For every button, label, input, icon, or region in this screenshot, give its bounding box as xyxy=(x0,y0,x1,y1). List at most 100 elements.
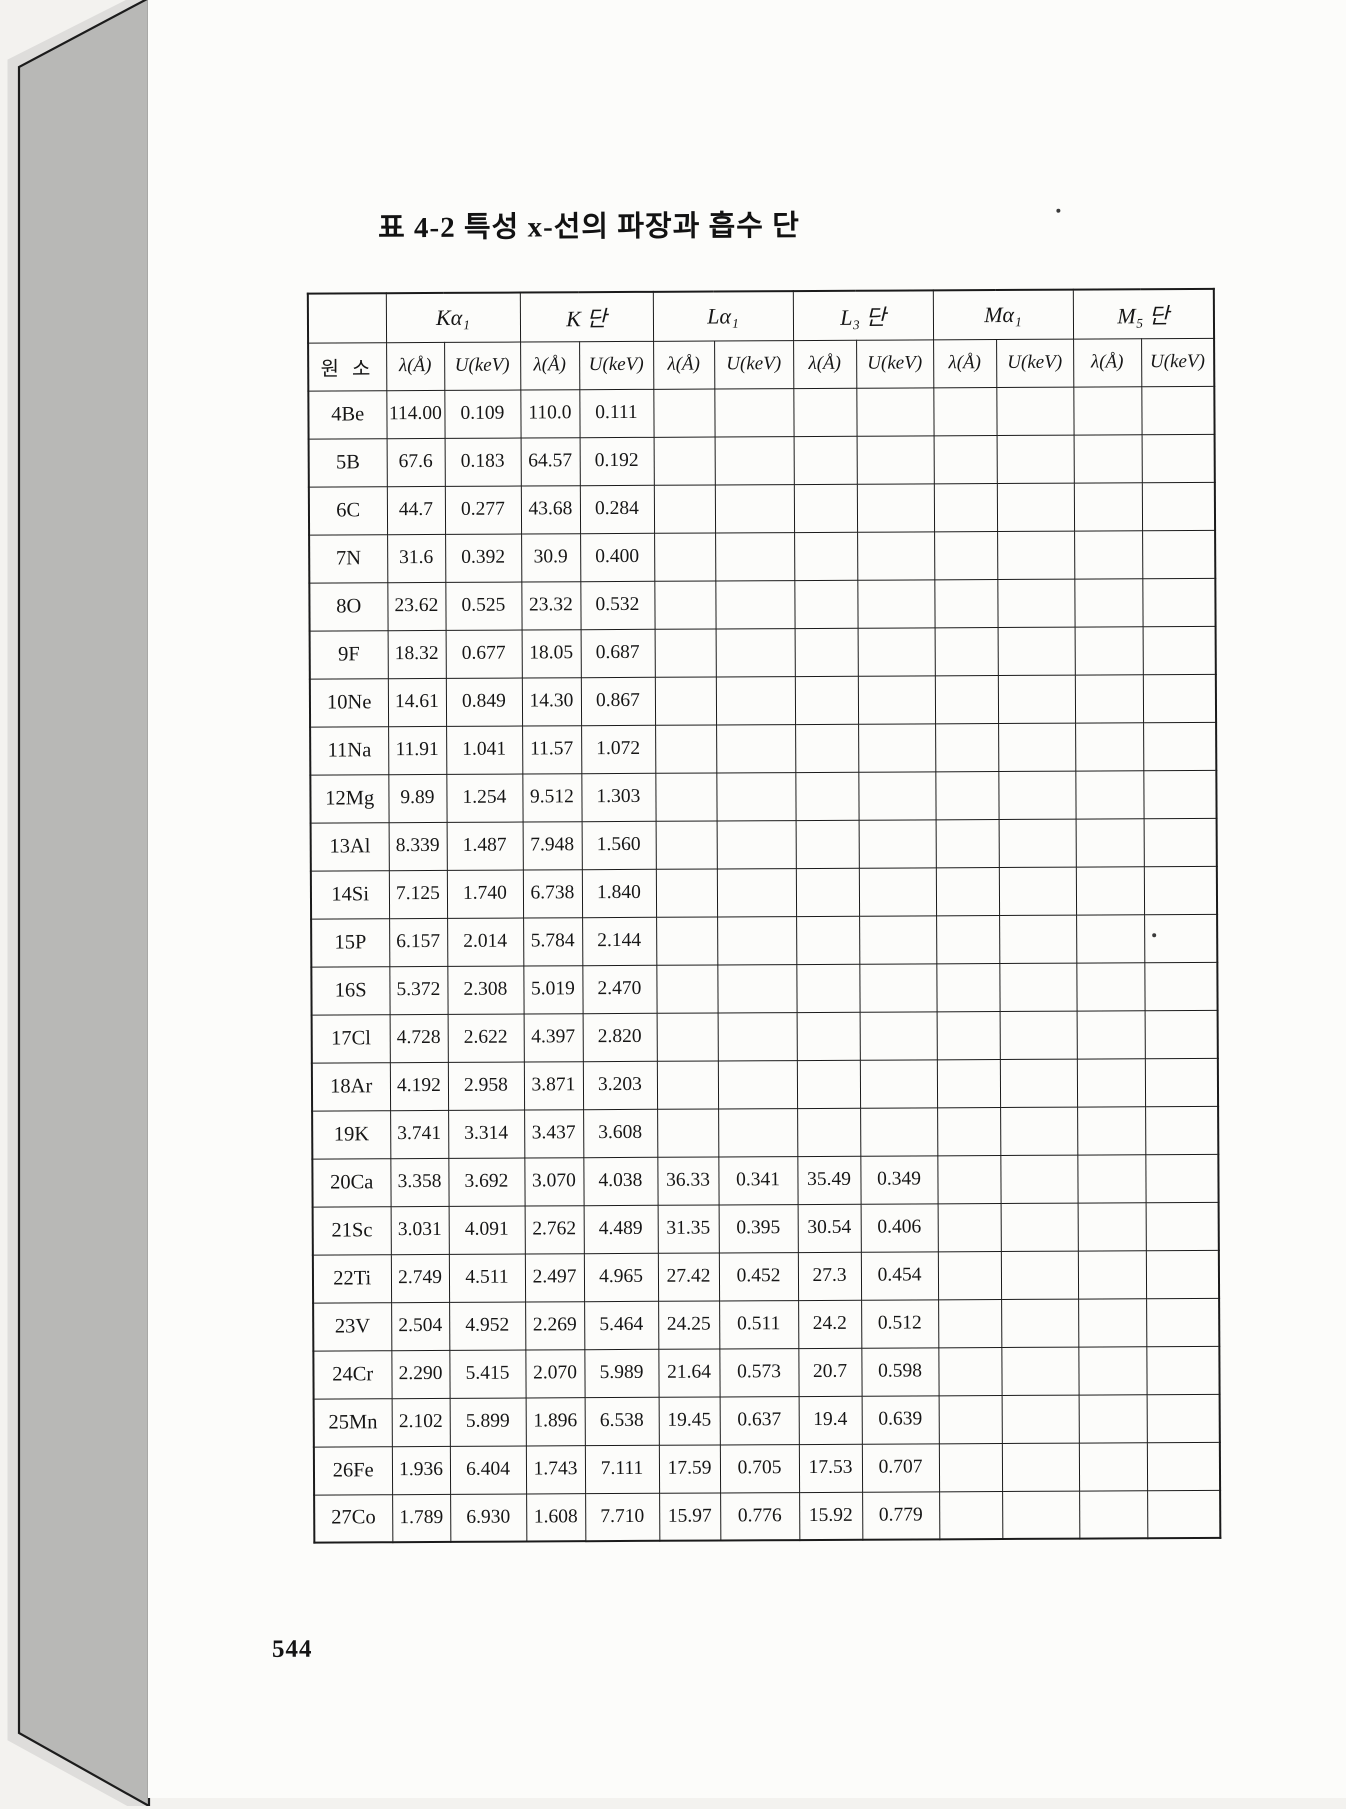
table-row: 9F 18.32 0.677 18.05 0.687 xyxy=(309,625,1216,679)
element-cell: 14Si xyxy=(310,870,390,919)
value-cell: 30.54 xyxy=(797,1203,861,1253)
value-cell xyxy=(653,436,715,485)
value-cell: 15.92 xyxy=(799,1491,863,1541)
value-cell xyxy=(997,674,1076,724)
value-cell xyxy=(1073,386,1142,435)
element-cell: 26Fe xyxy=(313,1446,393,1495)
table-row: 12Mg 9.89 1.254 9.512 1.303 xyxy=(310,769,1217,823)
value-cell: 0.867 xyxy=(580,676,656,726)
value-cell xyxy=(796,1059,861,1109)
value-cell: 3.741 xyxy=(390,1109,449,1159)
value-cell xyxy=(937,1203,1001,1252)
value-cell: 0.109 xyxy=(444,389,521,438)
value-cell xyxy=(1076,1058,1146,1107)
value-cell xyxy=(1143,769,1217,819)
value-cell xyxy=(935,723,999,772)
value-cell: 3.314 xyxy=(448,1109,525,1158)
value-cell xyxy=(654,532,716,581)
table-row: 18Ar 4.192 2.958 3.871 3.203 xyxy=(311,1057,1219,1111)
value-cell: 0.111 xyxy=(579,388,654,438)
value-cell: 44.7 xyxy=(386,485,446,535)
value-cell xyxy=(717,1060,798,1109)
value-cell xyxy=(936,1059,1001,1108)
value-cell xyxy=(716,868,797,917)
value-cell: 2.497 xyxy=(524,1253,585,1302)
value-cell: 11.91 xyxy=(388,725,447,775)
value-cell: 0.677 xyxy=(445,629,522,678)
value-cell xyxy=(715,628,795,677)
table-row: 23V 2.504 4.952 2.269 5.464 24.25 0.511 24.2 0.5… xyxy=(313,1297,1220,1351)
value-cell: 18.32 xyxy=(387,629,446,679)
value-cell: 3.692 xyxy=(448,1157,525,1206)
value-cell xyxy=(655,820,717,869)
value-cell xyxy=(1075,722,1144,771)
value-cell xyxy=(1143,865,1218,915)
value-cell xyxy=(1076,962,1145,1011)
value-cell xyxy=(1074,530,1143,579)
value-cell: 0.406 xyxy=(860,1203,938,1252)
column-group-header: L₃ 단 xyxy=(792,290,934,341)
value-cell: 4.192 xyxy=(389,1061,449,1111)
table-row: 10Ne 14.61 0.849 14.30 0.867 xyxy=(309,673,1217,727)
value-cell: 1.487 xyxy=(446,821,523,870)
value-cell xyxy=(857,579,935,628)
value-cell: 0.284 xyxy=(579,484,655,534)
table-row: 11Na 11.91 1.041 11.57 1.072 xyxy=(310,721,1217,775)
element-cell: 6C xyxy=(308,486,388,535)
value-cell xyxy=(1141,385,1215,435)
value-cell: 4.728 xyxy=(389,1013,448,1063)
value-cell xyxy=(1073,434,1142,483)
value-cell xyxy=(1145,1105,1219,1155)
value-cell xyxy=(716,772,796,821)
scan-speck xyxy=(1152,933,1157,938)
value-cell: 5.464 xyxy=(584,1300,659,1350)
value-cell xyxy=(859,1011,937,1060)
value-cell xyxy=(1142,625,1216,675)
element-cell: 17Cl xyxy=(311,1014,390,1063)
value-cell: 0.192 xyxy=(579,436,654,486)
value-cell xyxy=(997,626,1075,676)
value-cell: 11.57 xyxy=(522,725,582,774)
value-cell: 4.965 xyxy=(583,1252,659,1302)
column-subheader: λ(Å) xyxy=(653,340,715,389)
element-cell: 20Ca xyxy=(312,1158,391,1207)
value-cell xyxy=(656,1060,719,1109)
value-cell: 1.840 xyxy=(581,868,657,918)
value-cell: 0.687 xyxy=(580,628,655,678)
value-cell xyxy=(1000,1154,1078,1204)
value-cell xyxy=(933,483,998,532)
value-cell xyxy=(1142,673,1217,723)
value-cell xyxy=(794,627,858,677)
value-cell xyxy=(1076,1010,1145,1059)
value-cell xyxy=(999,1010,1077,1060)
value-cell xyxy=(857,627,935,676)
value-cell: 2.820 xyxy=(582,1012,657,1062)
value-cell: 15.97 xyxy=(659,1492,721,1541)
value-cell xyxy=(1143,721,1217,771)
value-cell: 0.598 xyxy=(861,1347,939,1396)
table-row: 8O 23.62 0.525 23.32 0.532 xyxy=(309,577,1216,631)
column-subheader: U(keV) xyxy=(1141,337,1215,387)
value-cell: 114.00 xyxy=(386,389,445,439)
value-cell xyxy=(718,1108,798,1157)
scan-speck xyxy=(1056,208,1061,213)
value-cell: 0.395 xyxy=(718,1204,798,1253)
value-cell xyxy=(1079,1490,1148,1539)
value-cell xyxy=(1145,1201,1219,1251)
value-cell xyxy=(1075,866,1145,915)
value-cell: 2.958 xyxy=(447,1061,525,1110)
value-cell: 1.072 xyxy=(581,724,656,774)
value-cell xyxy=(998,722,1076,772)
value-cell: 1.041 xyxy=(446,725,523,774)
value-cell: 0.525 xyxy=(445,581,522,630)
value-cell: 5.415 xyxy=(449,1349,526,1398)
element-cell: 21Sc xyxy=(312,1206,391,1255)
value-cell: 1.936 xyxy=(391,1445,451,1495)
value-cell xyxy=(1144,1057,1219,1107)
value-cell xyxy=(793,387,857,437)
value-cell xyxy=(997,578,1075,628)
value-cell xyxy=(1143,817,1217,867)
value-cell xyxy=(1141,433,1215,483)
value-cell xyxy=(859,963,937,1012)
